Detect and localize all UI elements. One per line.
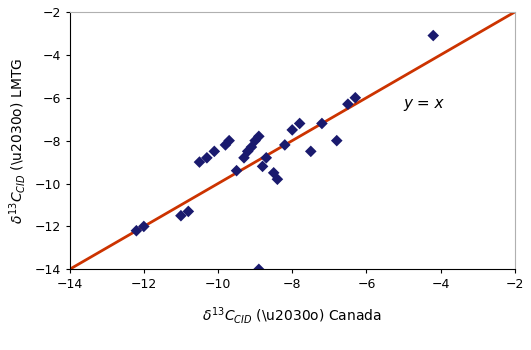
Point <box>351 95 359 100</box>
Point <box>344 102 352 107</box>
Text: y = x: y = x <box>404 97 444 111</box>
Point <box>210 148 219 154</box>
Point <box>203 155 211 161</box>
Point <box>243 148 252 154</box>
Point <box>184 209 193 214</box>
Point <box>429 33 438 38</box>
Point <box>221 142 230 148</box>
Point <box>247 144 255 150</box>
Point <box>132 228 141 233</box>
Point <box>295 121 304 126</box>
Point <box>280 142 289 148</box>
Y-axis label: $\delta^{13}C_{CID}$ (\u2030o) LMTG: $\delta^{13}C_{CID}$ (\u2030o) LMTG <box>7 58 28 224</box>
Point <box>240 155 249 161</box>
Point <box>262 155 270 161</box>
Point <box>195 159 204 165</box>
Point <box>254 134 263 139</box>
Point <box>306 148 315 154</box>
Point <box>140 224 148 229</box>
Point <box>251 138 259 144</box>
Point <box>332 138 341 144</box>
Point <box>318 121 326 126</box>
Point <box>269 170 278 176</box>
Point <box>273 176 281 182</box>
Point <box>225 138 234 144</box>
X-axis label: $\delta^{13}C_{CID}$ (\u2030o) Canada: $\delta^{13}C_{CID}$ (\u2030o) Canada <box>202 304 382 326</box>
Point <box>288 127 296 133</box>
Point <box>254 267 263 272</box>
Point <box>258 163 267 169</box>
Point <box>233 168 241 174</box>
Point <box>177 213 185 218</box>
